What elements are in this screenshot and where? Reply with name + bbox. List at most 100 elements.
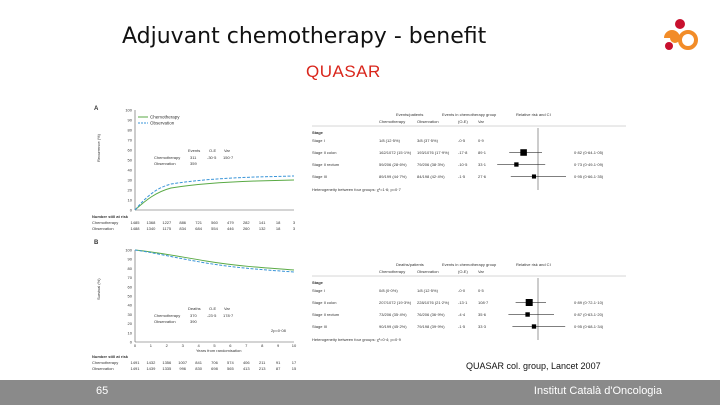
panel-b-risk-obs-label: Observation [92,366,114,371]
y-tick-label: 80 [128,266,133,271]
y-tick-label: 60 [128,284,133,289]
panel-b-label: B [94,240,99,246]
x-tick-label: 2 [166,343,169,348]
panel-a-risk-values: 1485 1368 1227 886 721 560 479 282 141 18 3 1488 134… [131,220,296,231]
forest-row-obs: 3/8 (37·5%) [417,138,439,143]
risk-value: 554 [211,226,218,231]
risk-value: 1488 [131,226,141,231]
risk-value: 479 [227,220,234,225]
x-tick-label: 4 [197,343,200,348]
y-tick-label: 40 [128,303,133,308]
risk-value: 141 [259,220,266,225]
forest-row-label: Stage I [312,138,325,143]
forest-row-oe: -17·8 [458,150,468,155]
panel-b-row-chemo: Chemotherapy [154,313,180,318]
risk-value: 18 [276,226,281,231]
panel-a-legend-obs: Observation [150,121,175,126]
forest-row-chemo: 1/8 (12·5%) [379,138,401,143]
y-tick-label: 50 [128,294,133,299]
panel-b-row-obs-events: 390 [190,319,197,324]
panel-a-forest-sub-3: Var [478,119,485,124]
panel-a-row-chemo-events: 311 [190,155,197,160]
forest-row-label: Stage III [312,324,327,329]
forest-row-rr: 0·95 (0·66-1·35) [574,174,604,179]
ico-logo [664,19,698,50]
forest-row-rr: 0·89 (0·72-1·10) [574,300,604,305]
risk-value: 560 [211,220,218,225]
forest-row-oe: -1·5 [458,324,466,329]
panel-a-forest-rows: Stage I 1/8 (12·5%) 3/8 (37·5%) -0·5 0·9 Stag… [312,138,604,179]
forest-row-label: Stage I [312,288,325,293]
forest-row-chemo: 0/8 (0·0%) [379,288,398,293]
forest-row-chemo: 89/199 (44·7%) [379,174,407,179]
risk-value: 211 [259,360,266,365]
panel-b-hdr-oe: O-E [209,306,216,311]
panel-b-hdr-deaths: Deaths [188,306,201,311]
panel-a-row-obs: Observation [154,161,176,166]
forest-row-rr: 0·95 (0·68-1·34) [574,324,604,329]
panel-a-row-chemo-oe: -30·5 [207,155,217,160]
forest-point-estimate [525,299,533,306]
forest-row-label: Stage II colon [312,300,336,305]
y-tick-label: 30 [128,178,133,183]
panel-a-forest-hdr-1: Events in chemotherapy group [442,112,497,117]
forest-row-chemo: 207/1072 (19·3%) [379,300,412,305]
risk-value: 1368 [146,220,156,225]
x-tick-label: 7 [245,343,248,348]
risk-value: 413 [243,366,250,371]
forest-row-obs: 193/1076 (17·9%) [417,150,450,155]
panel-b-forest-hdr-2: Relative risk and CI [516,262,551,267]
y-tick-label: 40 [128,168,133,173]
forest-row-oe: -0·5 [458,138,466,143]
panel-a-curve-chemo [134,179,295,211]
forest-row-var: 0·9 [478,138,485,143]
forest-row-oe: -10·5 [458,162,468,167]
y-tick-label: 50 [128,158,133,163]
forest-row-var: 33·1 [478,162,487,167]
risk-value: 706 [211,360,218,365]
y-tick-label: 90 [128,118,133,123]
y-tick-label: 100 [125,248,132,253]
forest-point-estimate [525,312,530,317]
panel-b-risk-chemo-label: Chemotherapy [92,360,118,365]
y-tick-label: 100 [125,108,132,113]
forest-row-rr: 0·73 (0·49-1·09) [574,162,604,167]
panel-a-hdr-oe: O-E [209,148,216,153]
risk-value: 1439 [146,366,156,371]
forest-point-estimate [520,149,527,156]
forest-row-var: 89·1 [478,150,487,155]
forest-row-var: 0·5 [478,288,485,293]
panel-a-forest-sub-1: Observation [417,119,439,124]
risk-value: 17 [292,360,297,365]
risk-value: 574 [227,360,234,365]
risk-value: 996 [179,366,186,371]
risk-value: 1485 [131,220,141,225]
panel-a-risk-obs-label: Observation [92,226,114,231]
risk-value: 721 [195,220,202,225]
risk-value: 132 [259,226,266,231]
panel-b-ylabel: Survival (%) [96,278,101,300]
risk-value: 446 [227,226,234,231]
figure: A Recurrence (%) 1009080706050403020100 … [92,106,626,371]
panel-b-row-chemo-var: 178·7 [223,313,234,318]
forest-row-oe: -1·5 [458,174,466,179]
risk-value: 1340 [146,226,156,231]
x-tick-label: 5 [213,343,216,348]
panel-b-pvalue: 2p=0·08 [271,328,287,333]
x-tick-label: 0 [134,343,137,348]
y-tick-label: 0 [130,340,133,345]
risk-value: 565 [227,366,234,371]
y-tick-label: 30 [128,312,133,317]
risk-value: 18 [276,220,281,225]
risk-value: 1432 [146,360,156,365]
panel-b-risk-title: Number still at risk [92,354,129,359]
panel-b-forest-sub-0: Chemotherapy [379,269,405,274]
forest-row-label: Stage II colon [312,150,336,155]
y-tick-label: 10 [128,198,133,203]
forest-row-oe: -13·1 [458,300,468,305]
forest-row-obs: 1/8 (12·5%) [417,288,439,293]
y-tick-label: 70 [128,138,133,143]
risk-value: 1335 [162,366,172,371]
